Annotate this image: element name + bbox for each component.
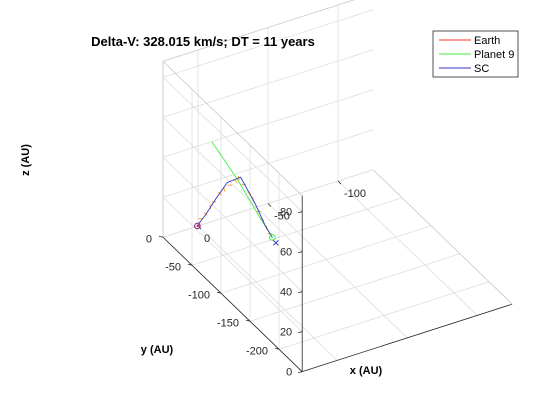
y-tick-label: 0 (146, 233, 152, 245)
z-tick-label: 40 (280, 287, 292, 299)
x-axis-line (302, 303, 513, 373)
grid-line-z (162, 89, 374, 158)
x-tick-mark (267, 203, 272, 207)
grid-line-z (162, 76, 303, 212)
grid-line-z (162, 116, 303, 252)
tick-labels: 0 20 40 60 80 0 -50 -100 -150 -200 0 -50 -100 (146, 180, 366, 379)
y-tick-label: -200 (246, 345, 268, 357)
y-tick-mark (187, 263, 193, 266)
x-tick-mark (337, 180, 342, 185)
floor-front-edge (372, 169, 513, 305)
z-tick-label: 20 (280, 327, 292, 339)
grid-line-z (162, 196, 303, 332)
top-side-edge (162, 60, 303, 196)
z-tick-mark (298, 371, 303, 374)
y-tick-mark (274, 347, 280, 350)
marker-sc-arrival (272, 239, 279, 246)
grid-line-z (162, 156, 303, 292)
legend: Earth Planet 9 SC (432, 30, 519, 78)
z-axis-label: z (AU) (20, 144, 32, 176)
grid-line-y (220, 225, 432, 294)
series-line-planet-9 (211, 141, 273, 238)
z-tick-label: 60 (280, 247, 292, 259)
y-tick-label: -150 (217, 317, 239, 329)
legend-label-earth: Earth (474, 35, 500, 47)
z-tick-mark (298, 331, 303, 334)
legend-label-planet-9: Planet 9 (474, 49, 514, 61)
series-line-sc (196, 176, 273, 238)
marker-planet9-arrival (269, 234, 276, 241)
x-tick-label: 0 (204, 233, 210, 245)
y-tick-mark (245, 319, 251, 322)
z-tick-label: 80 (280, 207, 292, 219)
y-tick-mark (158, 235, 164, 238)
x-tick-label: -50 (274, 211, 290, 223)
marker-start (194, 222, 201, 230)
y-tick-label: -50 (165, 261, 181, 273)
plot-data (194, 141, 279, 246)
legend-label-sc: SC (474, 63, 489, 75)
grid-line-y (249, 253, 461, 322)
axes-edges (162, 0, 513, 373)
y-tick-label: -100 (188, 289, 210, 301)
x-tick-label: -100 (344, 188, 366, 200)
y-axis-label: y (AU) (141, 344, 174, 356)
z-tick-label: 0 (286, 367, 292, 379)
z-tick-mark (298, 211, 303, 214)
top-back-edge (162, 0, 355, 62)
z-tick-mark (298, 251, 303, 254)
y-tick-mark (216, 291, 222, 294)
x-axis-label: x (AU) (350, 365, 383, 377)
z-tick-mark (298, 291, 303, 294)
grid-line-y (278, 281, 490, 350)
grid-line-y (191, 197, 403, 266)
grid-line-z (162, 49, 374, 118)
grid-line-z (162, 129, 374, 198)
chart-title: Delta-V: 328.015 km/s; DT = 11 years (91, 34, 315, 49)
grid-line-z (162, 9, 374, 78)
